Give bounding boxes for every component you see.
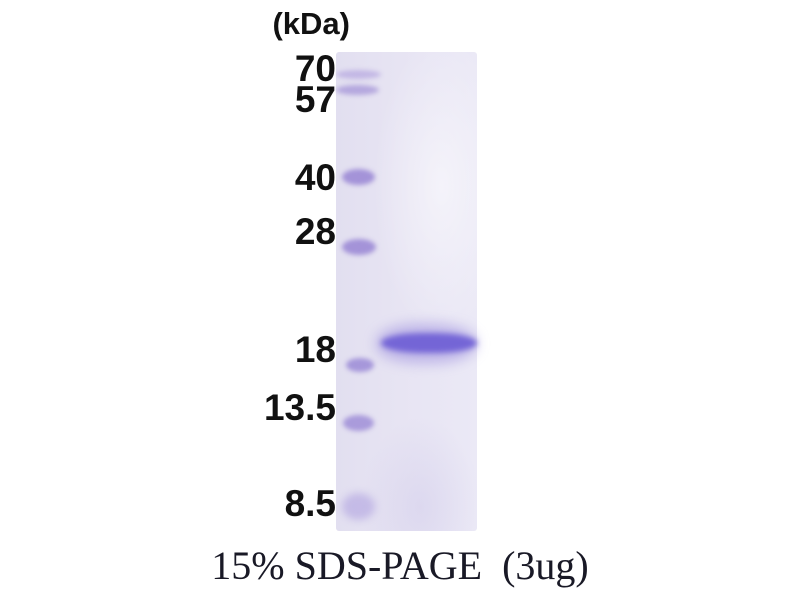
marker-label-8-5: 8.5	[284, 483, 336, 524]
marker-label-13-5: 13.5	[263, 387, 336, 428]
sample-protein-band	[381, 333, 477, 353]
ladder-band-28	[342, 239, 376, 255]
gel-image	[336, 52, 477, 531]
marker-label-18: 18	[294, 329, 336, 370]
figure-caption: 15% SDS-PAGE (3ug)	[211, 543, 589, 588]
marker-label-70: 70	[294, 48, 336, 89]
marker-label-40: 40	[294, 157, 336, 198]
ladder-band-40	[342, 169, 375, 185]
kda-unit-label: (kDa)	[272, 6, 350, 41]
ladder-band-8-5	[342, 493, 375, 520]
marker-label-28: 28	[294, 211, 336, 252]
ladder-band-13-5	[343, 415, 374, 431]
ladder-band-70	[336, 70, 381, 79]
ladder-band-57	[336, 85, 379, 95]
marker-label-57: 57	[294, 79, 336, 120]
ladder-band-18	[346, 358, 374, 372]
